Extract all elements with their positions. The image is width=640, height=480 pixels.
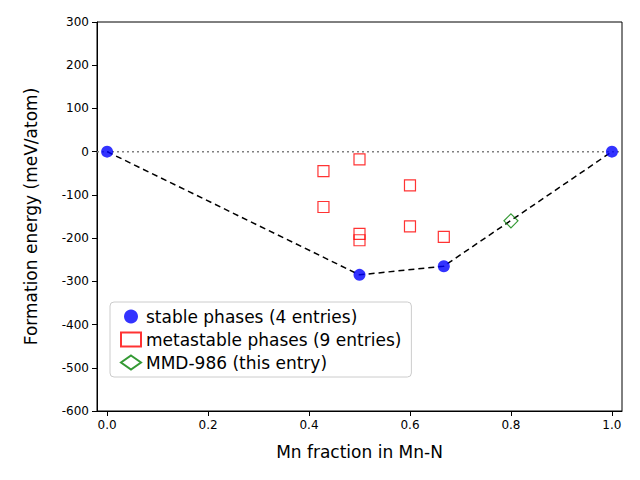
svg-text:0.2: 0.2 [199,418,218,432]
svg-text:1.0: 1.0 [602,418,621,432]
svg-text:-300: -300 [62,274,89,288]
svg-text:-600: -600 [62,404,89,418]
svg-text:0.4: 0.4 [299,418,318,432]
svg-text:300: 300 [66,15,89,29]
svg-text:200: 200 [66,58,89,72]
svg-text:-100: -100 [62,188,89,202]
svg-text:0.8: 0.8 [501,418,520,432]
svg-text:-200: -200 [62,231,89,245]
svg-text:metastable phases (9 entries): metastable phases (9 entries) [146,330,401,350]
svg-text:100: 100 [66,101,89,115]
svg-text:0: 0 [81,145,89,159]
svg-text:0.0: 0.0 [98,418,117,432]
svg-text:-400: -400 [62,318,89,332]
svg-text:Formation energy (meV/atom): Formation energy (meV/atom) [21,88,41,346]
svg-text:0.6: 0.6 [400,418,419,432]
svg-text:stable phases (4 entries): stable phases (4 entries) [146,307,357,327]
svg-text:MMD-986 (this entry): MMD-986 (this entry) [146,353,327,373]
svg-text:-500: -500 [62,361,89,375]
svg-text:Mn fraction in Mn-N: Mn fraction in Mn-N [276,442,443,462]
